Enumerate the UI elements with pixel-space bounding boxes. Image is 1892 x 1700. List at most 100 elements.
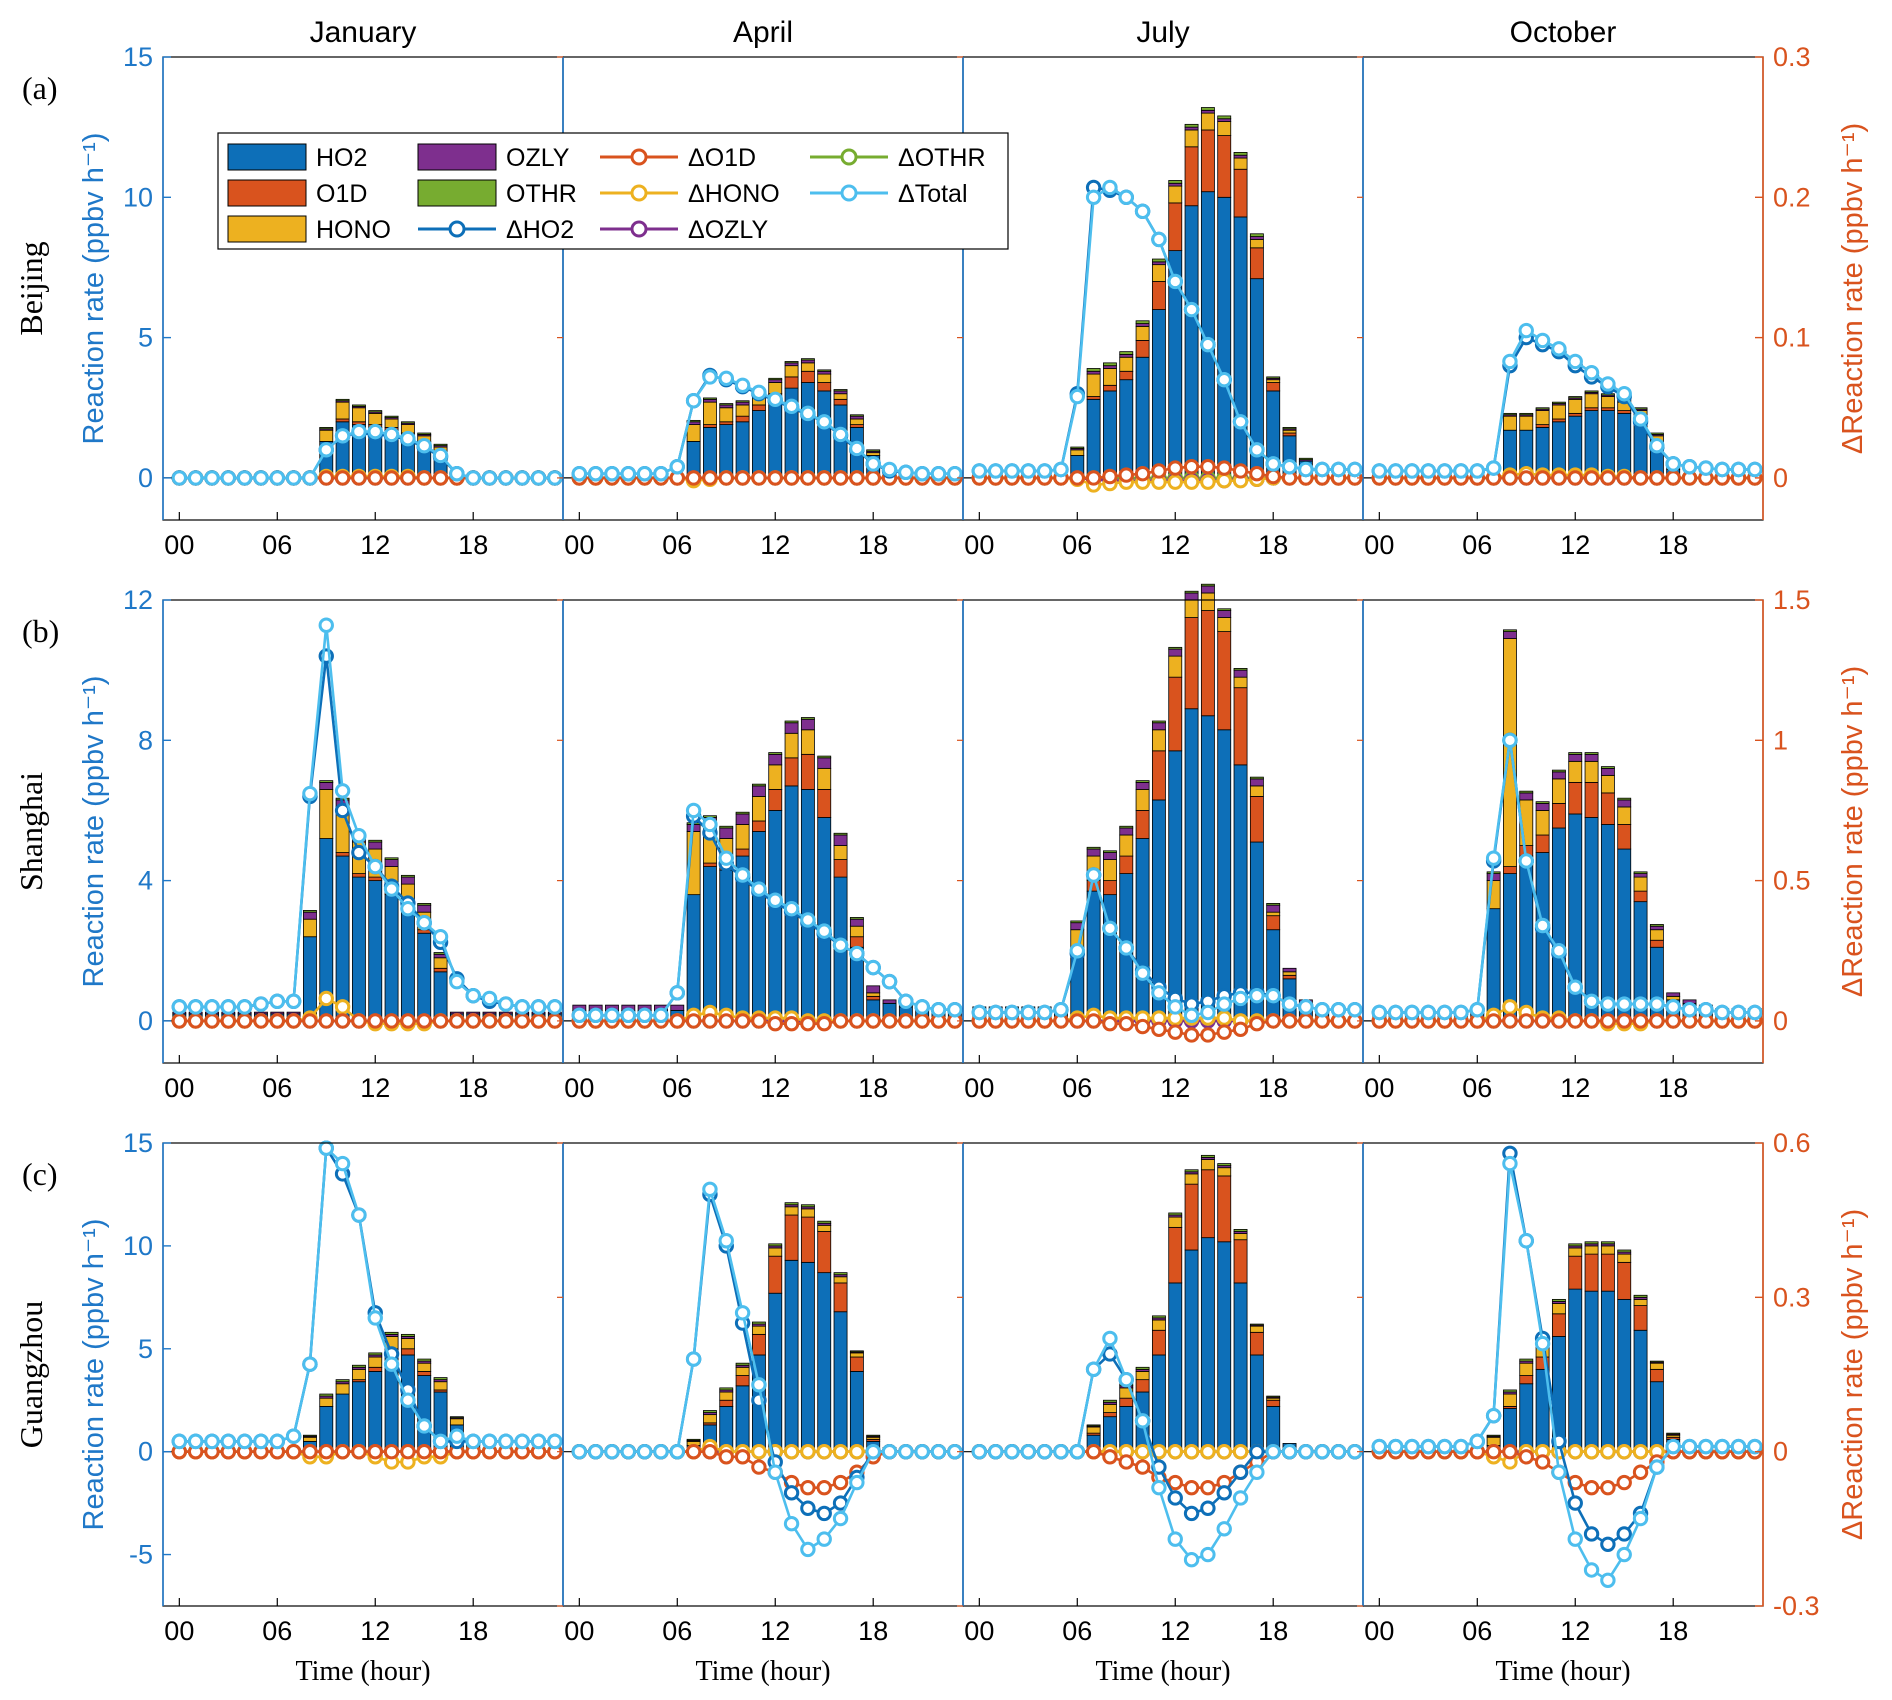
bar-ho2 — [735, 1385, 750, 1453]
marker-dtotal — [604, 466, 620, 482]
x-tick-label: 06 — [262, 1616, 292, 1646]
marker-dtotal — [767, 391, 783, 408]
bar-othr — [1103, 1399, 1117, 1403]
marker-do1d — [1665, 470, 1681, 486]
marker-dtotal — [1085, 867, 1102, 883]
bar-o1d — [1282, 432, 1297, 437]
marker-do1d — [318, 1443, 334, 1460]
line-dtotal — [1379, 740, 1755, 1014]
bar-ho2 — [1086, 398, 1101, 479]
marker-dtotal — [987, 1443, 1004, 1460]
marker-dtotal — [1249, 1464, 1265, 1480]
line-dho2 — [1379, 1153, 1755, 1546]
marker-do1d — [1134, 1459, 1151, 1475]
marker-dtotal — [1387, 1004, 1404, 1021]
marker-do1d — [1502, 1443, 1518, 1460]
bar-ho2 — [768, 401, 783, 479]
line-dtotal — [579, 1188, 955, 1552]
bar-ozly — [1119, 354, 1134, 358]
bar-ho2 — [1200, 1237, 1215, 1453]
marker-dtotal — [1534, 1335, 1551, 1352]
bar-othr — [1200, 107, 1215, 111]
marker-do1d — [718, 470, 734, 486]
x-tick-label: 06 — [262, 530, 292, 560]
marker-dtotal — [1298, 999, 1314, 1015]
marker-dtotal — [1134, 965, 1151, 981]
marker-dtotal — [1583, 993, 1600, 1009]
marker-do1d — [1567, 1013, 1583, 1029]
bar-ho2 — [1217, 196, 1232, 479]
marker-dtotal — [1371, 1004, 1388, 1021]
marker-dtotal — [367, 858, 383, 875]
bar-ho2 — [1568, 1288, 1583, 1453]
marker-do1d — [269, 1013, 285, 1029]
marker-dtotal — [220, 470, 237, 486]
marker-do1d — [832, 1013, 849, 1029]
line-dho2 — [979, 185, 1355, 473]
marker-dho2 — [1616, 1526, 1632, 1542]
bar-o1d — [833, 398, 848, 406]
bar-othr — [1600, 766, 1615, 769]
marker-dtotal — [1600, 1572, 1616, 1588]
marker-do1d — [669, 1013, 685, 1029]
marker-dtotal — [367, 423, 383, 440]
marker-dtotal — [1134, 203, 1151, 220]
marker-dtotal — [800, 405, 816, 422]
y-right-tick-label: 0.5 — [1773, 866, 1811, 896]
marker-dtotal — [1518, 322, 1534, 339]
marker-do1d — [865, 1013, 881, 1029]
x-tick-label: 12 — [760, 530, 790, 560]
bar-hono — [833, 1276, 848, 1284]
marker-do1d — [751, 1013, 767, 1029]
panel-beijing-october: 00 06 12 18 October — [1362, 16, 1764, 560]
x-tick-label: 12 — [760, 1073, 790, 1103]
legend-item-hono: HONO — [227, 215, 391, 244]
marker-dtotal — [498, 996, 514, 1012]
marker-dho2 — [351, 844, 367, 861]
y-right-tick-label: 1 — [1773, 725, 1788, 755]
legend-label: OTHR — [506, 180, 577, 208]
bar-ozly — [1266, 904, 1281, 913]
marker-dtotal — [587, 1007, 604, 1023]
marker-do1d — [767, 1016, 783, 1032]
marker-do1d — [1632, 1013, 1649, 1029]
marker-dtotal — [1469, 463, 1485, 479]
legend-item-dozly: ΔOZLY — [600, 216, 768, 244]
bar-hono — [1503, 638, 1517, 867]
marker-dtotal — [1436, 463, 1453, 479]
marker-dtotal — [465, 1433, 481, 1450]
legend-item-o1d: O1D — [227, 179, 367, 208]
bar-hono — [319, 429, 334, 442]
bar-ho2 — [703, 866, 717, 1022]
marker-do1d — [1502, 1013, 1518, 1029]
bar-hono — [1568, 1247, 1583, 1257]
marker-dho2 — [1600, 1536, 1616, 1552]
marker-do1d — [1265, 468, 1281, 485]
bar-ozly — [1584, 753, 1599, 762]
marker-do1d — [351, 470, 367, 486]
bar-ozly — [303, 911, 317, 920]
bar-hono — [817, 373, 832, 383]
bar-hono — [1568, 398, 1583, 414]
bar-othr — [319, 780, 334, 783]
bar-hono — [368, 412, 383, 425]
marker-dhono — [1183, 1443, 1200, 1460]
bar-ho2 — [849, 1371, 864, 1453]
marker-dtotal — [1485, 850, 1502, 866]
bar-othr — [849, 917, 864, 920]
bar-ozly — [670, 1004, 685, 1011]
bar-hono — [1103, 1403, 1117, 1413]
bar-ho2 — [1184, 708, 1199, 1022]
marker-dtotal — [432, 1433, 449, 1450]
marker-dtotal — [432, 929, 449, 945]
marker-dtotal — [930, 1001, 947, 1018]
bar-o1d — [335, 852, 350, 857]
marker-dtotal — [1681, 1438, 1698, 1455]
y-left-title: Reaction rate (ppbv h⁻¹) — [78, 1219, 110, 1531]
marker-dtotal — [285, 470, 302, 486]
bar-o1d — [1568, 1255, 1583, 1290]
marker-dtotal — [1730, 461, 1747, 478]
bar-o1d — [1266, 382, 1281, 392]
marker-do1d — [334, 1013, 351, 1029]
bar-ho2 — [1086, 890, 1101, 1022]
